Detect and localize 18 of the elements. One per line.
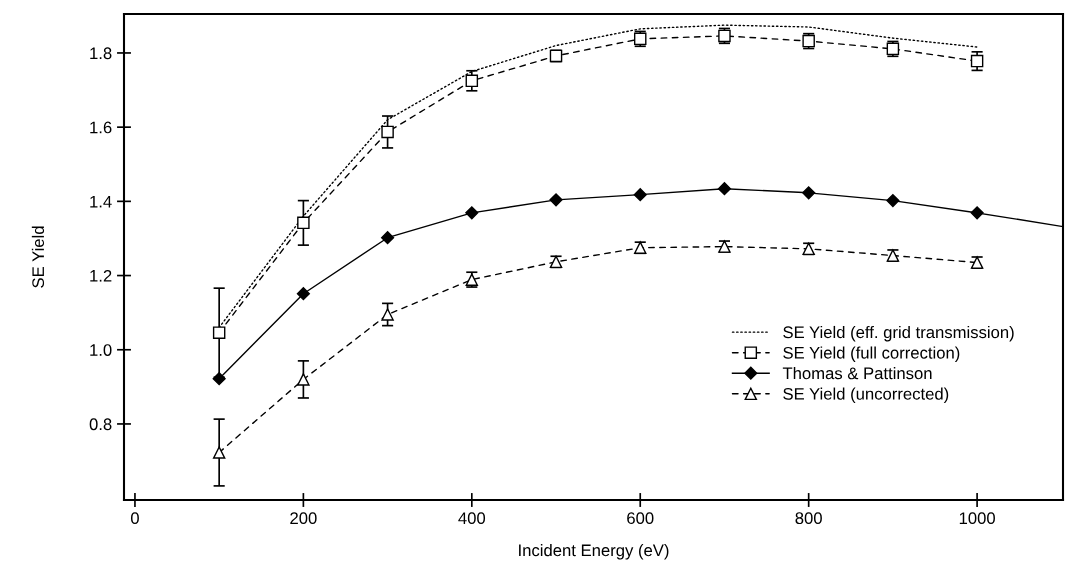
y-tick-label: 1.4 bbox=[90, 195, 112, 208]
x-axis-title: Incident Energy (eV) bbox=[519, 544, 669, 560]
legend-label: SE Yield (eff. grid transmission) bbox=[783, 325, 1014, 342]
y-tick-label: 1.0 bbox=[90, 344, 112, 356]
x-tick-label: 600 bbox=[627, 512, 654, 525]
legend-label: Thomas & Pattinson bbox=[782, 366, 932, 380]
x-tick-label: 800 bbox=[795, 512, 822, 525]
y-tick-label: 0.8 bbox=[89, 418, 112, 431]
x-tick-label: 1000 bbox=[959, 512, 995, 525]
y-tick-label: 1.8 bbox=[90, 47, 112, 60]
legend-label: SE Yield (full correction) bbox=[783, 346, 960, 362]
x-tick-label: 400 bbox=[458, 512, 486, 525]
x-tick-label: 0 bbox=[130, 512, 139, 525]
y-tick-label: 1.6 bbox=[90, 121, 112, 134]
legend-label: SE Yield (uncorrected) bbox=[783, 387, 949, 404]
y-tick-label: 1.2 bbox=[90, 269, 112, 282]
x-tick-label: 200 bbox=[290, 512, 317, 525]
y-axis-title: SE Yield bbox=[31, 226, 45, 288]
